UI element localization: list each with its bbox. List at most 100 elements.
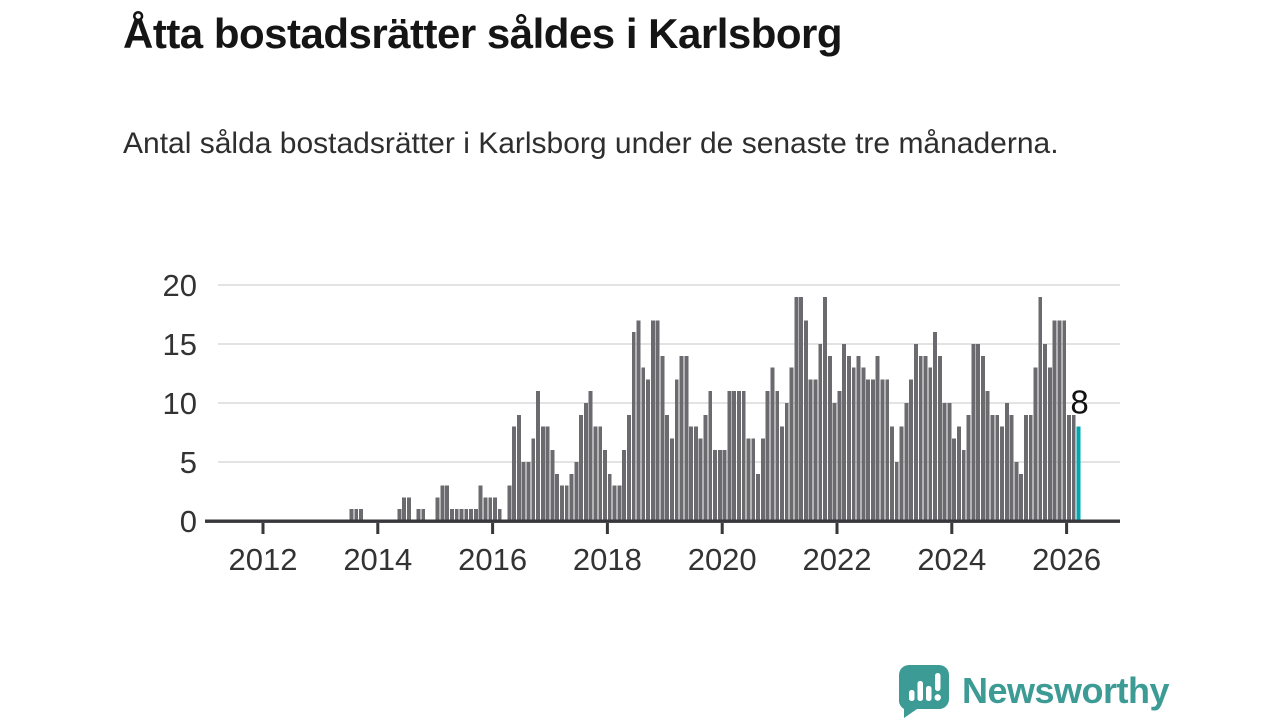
bar [947, 403, 952, 521]
bar [770, 367, 775, 521]
bar [689, 426, 694, 521]
bar [665, 414, 670, 521]
bar [555, 473, 560, 521]
bar [928, 367, 933, 521]
bar [564, 485, 569, 521]
bar [842, 344, 847, 521]
bar [875, 355, 880, 521]
bar [660, 355, 665, 521]
bar [598, 426, 603, 521]
bar [909, 379, 914, 521]
x-tick-label: 2020 [688, 542, 757, 577]
bar [359, 509, 364, 521]
bar [454, 509, 459, 521]
bar [708, 391, 713, 521]
bar [703, 414, 708, 521]
x-tick-label: 2016 [458, 542, 527, 577]
bar [961, 450, 966, 521]
bar [789, 367, 794, 521]
bar [727, 391, 732, 521]
bar [440, 485, 445, 521]
bar [890, 426, 894, 521]
bar [1071, 414, 1076, 521]
bar [550, 450, 555, 521]
bar [736, 391, 741, 521]
chart-subtitle: Antal sålda bostadsrätter i Karlsborg un… [123, 127, 1059, 160]
bar [622, 450, 627, 521]
bar [670, 438, 674, 521]
bar [713, 450, 717, 521]
y-tick-label: 15 [163, 327, 197, 362]
bar [483, 497, 488, 521]
x-tick [720, 523, 724, 534]
bar [540, 426, 545, 521]
x-tick-label: 2024 [917, 542, 986, 577]
bar [760, 438, 765, 521]
bar [971, 344, 976, 521]
bar [775, 391, 780, 521]
x-tick [376, 523, 380, 534]
bar [976, 344, 981, 521]
highlight-bar [1076, 426, 1081, 521]
bar [607, 473, 612, 521]
bar [397, 509, 402, 521]
bar [655, 320, 660, 521]
bar [646, 379, 651, 521]
bar [521, 462, 526, 521]
bar [808, 379, 813, 521]
bar [942, 403, 947, 521]
bar [478, 485, 483, 521]
bar [516, 414, 521, 521]
bar [1033, 367, 1038, 521]
bar [493, 497, 497, 521]
bar [636, 320, 641, 521]
bar [780, 426, 784, 521]
bar [464, 509, 469, 521]
bar [933, 332, 938, 521]
bar [894, 462, 899, 521]
bar [885, 379, 890, 521]
bar [674, 379, 679, 521]
bar [603, 450, 607, 521]
bar [526, 462, 531, 521]
bar [866, 379, 871, 521]
x-tick [491, 523, 495, 534]
bar [1057, 320, 1062, 521]
bar [579, 414, 584, 521]
x-tick-label: 2014 [343, 542, 412, 577]
bar [684, 355, 689, 521]
bar [722, 450, 727, 521]
bar [823, 296, 827, 521]
bar [679, 355, 684, 521]
y-tick-label: 10 [163, 386, 197, 421]
x-tick-label: 2022 [803, 542, 872, 577]
newsworthy-bubble-chart-icon [898, 665, 949, 718]
bar [818, 344, 823, 521]
bar [880, 379, 885, 521]
bar [588, 391, 593, 521]
bar [1009, 414, 1014, 521]
bar [832, 403, 837, 521]
bar-value-label: 8 [1070, 384, 1088, 421]
bar [1038, 296, 1043, 521]
bar [1067, 414, 1071, 521]
y-tick-label: 5 [180, 445, 197, 480]
bar [459, 509, 464, 521]
bar [560, 485, 564, 521]
bar [765, 391, 770, 521]
bar [416, 509, 421, 521]
bar [631, 332, 636, 521]
bar [435, 497, 440, 521]
x-tick-label: 2012 [229, 542, 298, 577]
bar [784, 403, 789, 521]
bar [870, 379, 875, 521]
y-tick-label: 0 [180, 504, 197, 539]
bar [1023, 414, 1028, 521]
bar [354, 509, 359, 521]
bar [536, 391, 540, 521]
bar [980, 355, 985, 521]
bar [698, 438, 703, 521]
bar [569, 473, 574, 521]
bar [421, 509, 426, 521]
